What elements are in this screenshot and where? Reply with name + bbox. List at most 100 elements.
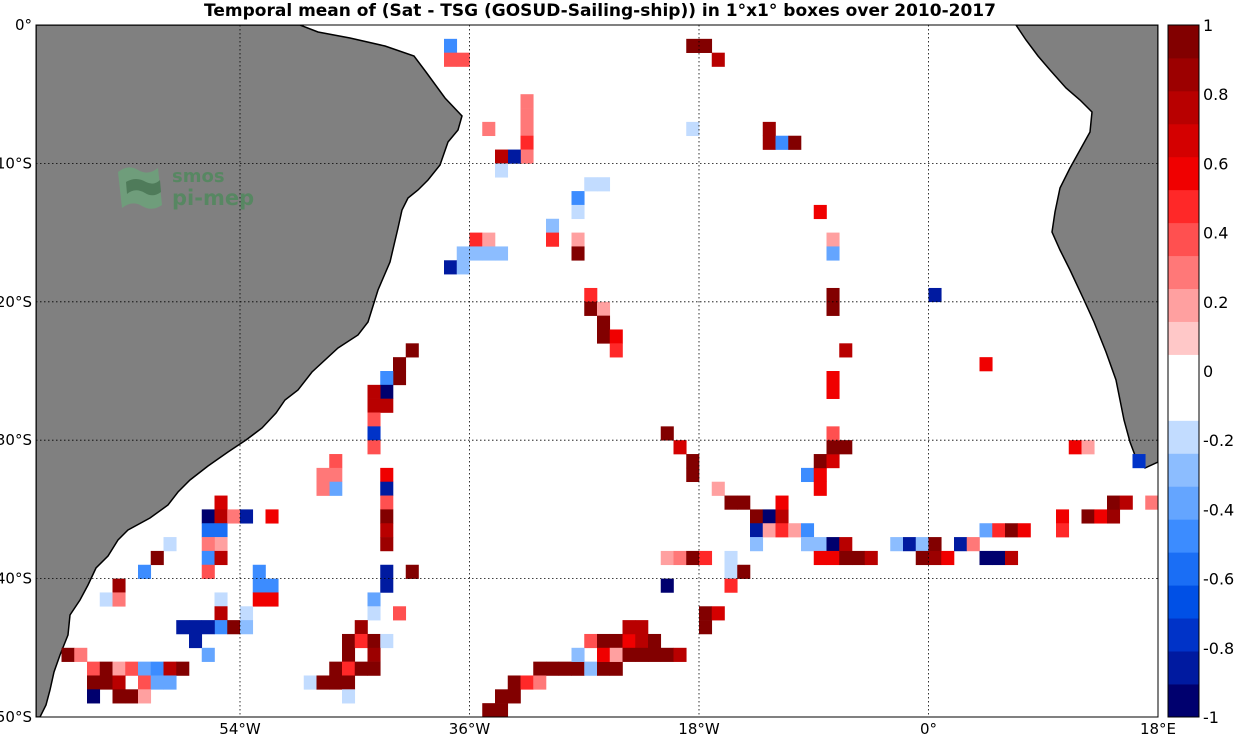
heatmap-cell — [813, 481, 827, 496]
heatmap-cell — [367, 592, 381, 607]
heatmap-cell — [367, 440, 381, 455]
colorbar-swatch — [1168, 420, 1199, 454]
chart-title: Temporal mean of (Sat - TSG (GOSUD-Saili… — [204, 1, 996, 21]
heatmap-cell — [125, 689, 139, 704]
heatmap-cell — [597, 329, 611, 344]
heatmap-cell — [227, 509, 241, 524]
heatmap-cell — [597, 633, 611, 649]
heatmap-cell — [992, 550, 1006, 566]
heatmap-cell — [189, 620, 203, 635]
heatmap-cell — [393, 371, 407, 386]
heatmap-cell — [826, 287, 840, 303]
heatmap-cell — [839, 440, 853, 455]
heatmap-cell — [469, 246, 483, 261]
heatmap-cell — [571, 232, 585, 247]
heatmap-cell — [520, 121, 534, 137]
heatmap-cell — [928, 550, 942, 566]
heatmap-cell — [201, 647, 215, 662]
heatmap-cell — [201, 550, 215, 566]
colorbar-tick-label: 0 — [1203, 362, 1213, 381]
heatmap-cell — [316, 675, 330, 690]
heatmap-cell — [112, 689, 126, 704]
colorbar-swatch — [1168, 25, 1199, 59]
heatmap-cell — [316, 467, 330, 483]
heatmap-cell — [1119, 495, 1133, 510]
heatmap-cell — [762, 509, 776, 524]
heatmap-cell — [673, 550, 687, 566]
heatmap-cell — [342, 647, 356, 662]
heatmap-cell — [864, 550, 878, 566]
colorbar-tick-label: -0.2 — [1203, 431, 1234, 450]
heatmap-cell — [813, 454, 827, 469]
heatmap-cell — [1068, 440, 1082, 455]
colorbar-tick-label: 0.2 — [1203, 293, 1228, 312]
heatmap-cell — [380, 578, 394, 593]
heatmap-cell — [635, 647, 649, 662]
heatmap-cell — [737, 564, 751, 579]
heatmap-cell — [571, 191, 585, 206]
heatmap-cell — [87, 675, 101, 690]
heatmap-cell — [1107, 509, 1121, 524]
heatmap-cell — [163, 661, 177, 676]
heatmap-cell — [520, 94, 534, 109]
heatmap-cell — [456, 52, 470, 67]
heatmap-cell — [482, 703, 496, 717]
heatmap-cell — [737, 495, 751, 510]
heatmap-cell — [609, 661, 623, 676]
heatmap-cell — [380, 398, 394, 413]
x-tick-label: 0° — [920, 720, 937, 738]
heatmap-cells — [61, 25, 1158, 717]
heatmap-cell — [686, 467, 700, 483]
heatmap-cell — [99, 661, 113, 676]
heatmap-cell — [584, 177, 598, 192]
heatmap-cell — [380, 495, 394, 510]
heatmap-cell — [826, 454, 840, 469]
heatmap-cell — [826, 384, 840, 399]
heatmap-cell — [966, 537, 980, 552]
heatmap-cell — [393, 357, 407, 372]
heatmap-cell — [482, 232, 496, 247]
colorbar-frame — [1167, 24, 1200, 718]
heatmap-cell — [456, 246, 470, 261]
heatmap-cell — [329, 467, 343, 483]
heatmap-cell — [150, 550, 164, 566]
heatmap-cell — [354, 620, 368, 635]
heatmap-cell — [380, 633, 394, 649]
heatmap-cell — [87, 689, 101, 704]
colorbar-swatch — [1168, 156, 1199, 191]
y-tick-label: 50°S — [0, 708, 32, 726]
heatmap-cell — [762, 121, 776, 137]
heatmap-cell — [380, 467, 394, 483]
heatmap-cell — [214, 537, 228, 552]
africa-landmass — [1015, 25, 1158, 469]
colorbar-tick-label: 1 — [1203, 16, 1213, 35]
heatmap-cell — [520, 135, 534, 150]
heatmap-cell — [329, 454, 343, 469]
heatmap-cell — [214, 495, 228, 510]
map-frame — [35, 24, 1159, 718]
heatmap-cell — [584, 661, 598, 676]
heatmap-cell — [826, 550, 840, 566]
heatmap-cell — [635, 633, 649, 649]
heatmap-cell — [915, 550, 929, 566]
heatmap-cell — [201, 564, 215, 579]
colorbar-swatch — [1168, 321, 1199, 355]
heatmap-cell — [495, 689, 509, 704]
heatmap-cell — [214, 592, 228, 607]
heatmap-cell — [648, 633, 662, 649]
heatmap-cell — [240, 606, 254, 621]
heatmap-cell — [609, 647, 623, 662]
heatmap-cell — [775, 509, 789, 524]
heatmap-cell — [150, 675, 164, 690]
colorbar-ticks: 1 0.8 0.6 0.4 0.2 0 -0.2 -0.4 -0.6 -0.8 -1 — [1203, 16, 1234, 727]
heatmap-cell — [520, 149, 534, 164]
svg-text:pi-mep: pi-mep — [172, 186, 254, 210]
heatmap-cell — [189, 633, 203, 649]
colorbar-swatch — [1168, 651, 1199, 685]
heatmap-cell — [686, 550, 700, 566]
heatmap-cell — [775, 523, 789, 538]
heatmap-cell — [176, 620, 190, 635]
heatmap-cell — [201, 509, 215, 524]
heatmap-cell — [660, 578, 674, 593]
x-tick-label: 18°E — [1140, 720, 1176, 738]
